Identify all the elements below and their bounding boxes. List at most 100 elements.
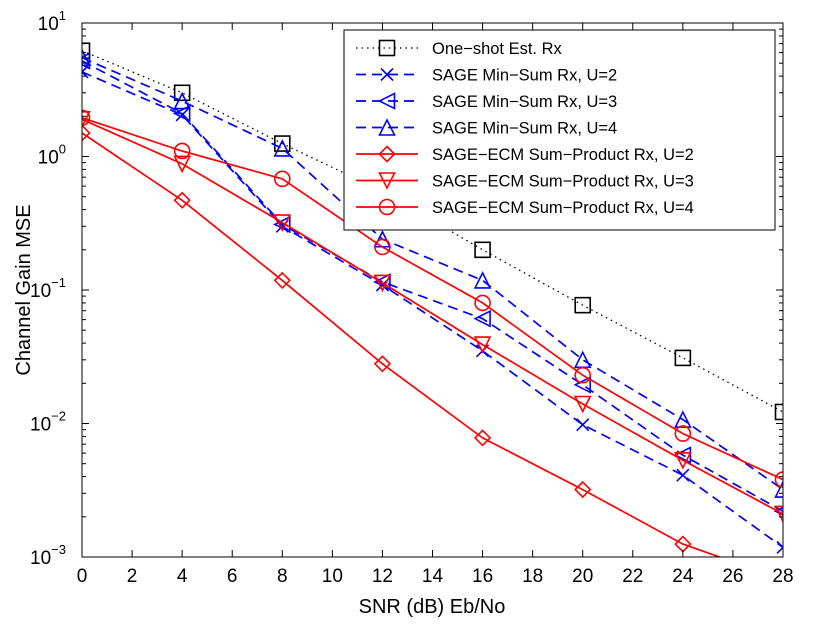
data-point <box>574 480 592 499</box>
x-tick-label: 14 <box>422 566 444 587</box>
data-point <box>674 410 692 428</box>
data-point <box>273 271 291 290</box>
x-tick-label: 2 <box>127 566 138 587</box>
legend-label: SAGE−ECM Sum−Product Rx, U=4 <box>432 199 694 217</box>
data-point <box>774 471 783 488</box>
series-line <box>82 116 783 481</box>
data-point <box>473 336 492 354</box>
data-point <box>674 425 692 442</box>
data-point <box>474 294 491 312</box>
data-point <box>373 274 392 293</box>
series-line <box>82 118 783 515</box>
legend: One−shot Est. Rx SAGE Min−Sum Rx, U=2 SAGE… <box>343 29 776 231</box>
legend-marker <box>378 39 396 57</box>
data-point <box>273 139 292 157</box>
series-line <box>82 71 783 549</box>
y-axis-label: Channel Gain MSE <box>13 204 35 375</box>
data-point <box>774 403 783 421</box>
data-point <box>473 271 492 289</box>
legend-label: SAGE Min−Sum Rx, U=2 <box>432 67 617 85</box>
data-point <box>374 238 391 256</box>
x-tick-label: 18 <box>522 566 543 587</box>
y-tick-label: 10−1 <box>30 275 66 302</box>
legend-marker <box>380 67 394 82</box>
data-point <box>173 142 191 160</box>
data-point <box>573 375 592 394</box>
data-point <box>82 42 91 60</box>
x-axis-label: SNR (dB) Eb/No <box>359 596 506 618</box>
y-tick-exponent: −1 <box>51 275 66 290</box>
legend-marker <box>378 198 396 216</box>
data-point <box>674 452 692 470</box>
x-tick-label: 22 <box>622 566 643 587</box>
data-point <box>173 191 191 209</box>
x-tick-label: 6 <box>227 566 238 587</box>
data-point <box>82 109 91 127</box>
series-line <box>82 132 723 557</box>
data-point <box>674 349 692 367</box>
data-point <box>82 48 91 66</box>
ticks-layer: 0 2 4 6 8 10 12 14 16 18 20 22 24 26 2810110010−110−21… <box>30 8 794 587</box>
data-point <box>574 366 592 384</box>
series-line <box>82 50 783 413</box>
y-tick-base: 10 <box>30 415 51 436</box>
data-point <box>273 135 291 152</box>
data-point <box>373 355 392 373</box>
y-tick-exponent: 0 <box>59 142 66 157</box>
legend-label: SAGE Min−Sum Rx, U=3 <box>432 93 617 111</box>
legend-label: One−shot Est. Rx <box>432 40 563 58</box>
x-tick-label: 10 <box>322 566 343 587</box>
data-point <box>173 91 191 110</box>
x-tick-label: 20 <box>572 566 593 587</box>
data-point <box>173 155 191 174</box>
legend-marker <box>377 92 396 110</box>
legend-marker <box>378 145 396 163</box>
data-point <box>574 296 592 314</box>
legend-marker <box>378 172 396 190</box>
y-tick-base: 10 <box>30 281 51 302</box>
data-point <box>676 468 690 482</box>
legend-label: SAGE−ECM Sum−Product Rx, U=3 <box>432 173 694 191</box>
y-tick-base: 10 <box>38 148 59 169</box>
data-point <box>82 124 91 142</box>
data-point <box>272 215 291 234</box>
legend-box <box>343 29 776 231</box>
legend-label: SAGE Min−Sum Rx, U=4 <box>432 120 617 138</box>
y-tick-base: 10 <box>38 14 59 35</box>
y-tick-base: 10 <box>30 548 51 569</box>
series-1 <box>82 42 783 421</box>
x-tick-label: 8 <box>277 566 288 587</box>
x-tick-label: 0 <box>77 566 88 587</box>
x-tick-label: 28 <box>772 566 793 587</box>
series-line <box>82 56 783 491</box>
y-tick-label: 101 <box>38 8 66 35</box>
data-point <box>473 309 491 328</box>
data-point <box>273 214 292 232</box>
data-point <box>673 446 692 464</box>
x-tick-label: 24 <box>672 566 694 587</box>
y-tick-exponent: −3 <box>51 542 66 557</box>
series-7 <box>82 109 783 488</box>
x-tick-label: 4 <box>177 566 188 587</box>
data-point <box>774 480 783 498</box>
x-tick-label: 16 <box>472 566 493 587</box>
data-point <box>473 429 492 447</box>
data-point <box>173 84 191 102</box>
y-tick-label: 10−2 <box>30 409 66 436</box>
data-point <box>474 241 491 259</box>
legend-label: SAGE−ECM Sum−Product Rx, U=2 <box>432 146 694 164</box>
data-point <box>373 273 391 291</box>
plot-frame <box>81 22 784 558</box>
data-point <box>776 540 783 554</box>
y-tick-exponent: −2 <box>51 409 66 424</box>
data-point <box>576 418 590 432</box>
y-tick-label: 10−3 <box>30 542 66 569</box>
data-point <box>774 505 783 524</box>
y-tick-label: 100 <box>38 142 66 169</box>
data-point <box>573 395 592 414</box>
data-point <box>273 170 291 188</box>
series-line <box>82 60 783 513</box>
y-tick-exponent: 1 <box>59 8 66 23</box>
series-layer <box>82 42 783 557</box>
